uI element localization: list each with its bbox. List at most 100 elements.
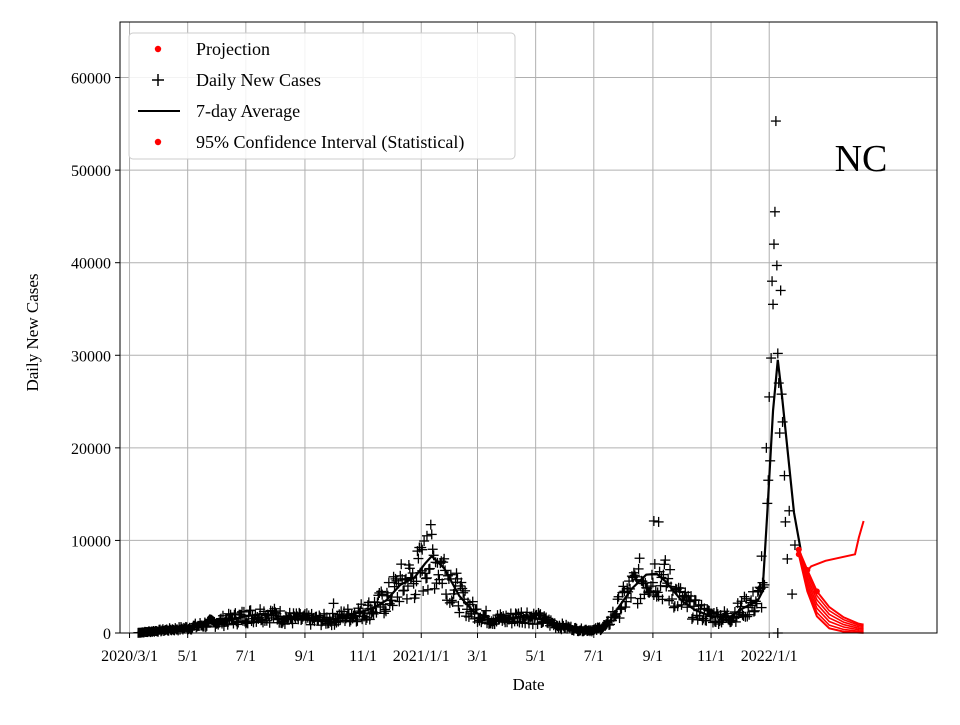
daily-case-marker: [775, 285, 786, 296]
x-tick-label: 11/1: [697, 648, 725, 665]
daily-case-marker: [766, 353, 777, 364]
daily-case-marker: [649, 558, 660, 569]
daily-case-marker: [439, 553, 450, 564]
daily-case-marker: [774, 428, 785, 439]
daily-case-marker: [481, 605, 492, 616]
daily-case-marker: [416, 542, 427, 553]
daily-case-marker: [648, 515, 659, 526]
x-tick-label: 9/1: [295, 648, 315, 665]
ticks: 0 10000 20000 30000 40000 50000 60000 2020/3/1 5…: [71, 71, 798, 665]
x-tick-label: 7/1: [236, 648, 256, 665]
daily-case-marker: [383, 577, 394, 588]
daily-case-marker: [394, 596, 405, 607]
legend-label: Projection: [196, 39, 270, 59]
daily-case-marker: [780, 516, 791, 527]
daily-case-marker: [660, 555, 671, 566]
daily-case-marker: [533, 607, 544, 618]
daily-case-marker: [730, 616, 741, 627]
ci-trace: [797, 552, 864, 632]
y-tick-label: 30000: [71, 348, 111, 365]
daily-case-marker: [371, 607, 382, 618]
daily-case-marker: [411, 576, 422, 587]
daily-case-marker: [456, 577, 467, 588]
y-tick-label: 40000: [71, 256, 111, 273]
daily-case-marker: [422, 584, 433, 595]
daily-case-marker: [675, 583, 686, 594]
y-axis-label: Daily New Cases: [23, 273, 42, 391]
daily-case-marker: [748, 606, 759, 617]
daily-case-marker: [433, 569, 444, 580]
daily-case-marker: [233, 617, 244, 628]
daily-case-marker: [391, 575, 402, 586]
daily-case-marker: [653, 516, 664, 527]
daily-case-marker: [625, 592, 636, 603]
daily-case-marker: [419, 536, 430, 547]
legend-label: 95% Confidence Interval (Statistical): [196, 132, 464, 153]
daily-case-marker: [421, 572, 432, 583]
ci-dot: [795, 546, 802, 553]
legend-box: [128, 32, 516, 160]
x-tick-label: 3/1: [467, 648, 487, 665]
daily-case-marker: [771, 260, 782, 271]
legend-label: 7-day Average: [196, 101, 300, 121]
daily-case-marker: [756, 602, 767, 613]
daily-case-marker: [386, 595, 397, 606]
daily-case-marker: [657, 594, 668, 605]
daily-case-marker: [633, 563, 644, 574]
daily-case-marker: [467, 596, 478, 607]
daily-case-marker: [620, 602, 631, 613]
daily-case-marker: [275, 605, 286, 616]
daily-case-marker: [222, 619, 233, 630]
y-tick-label: 50000: [71, 163, 111, 180]
x-axis-label: Date: [512, 675, 544, 694]
daily-case-marker: [342, 604, 353, 615]
daily-case-marker: [458, 587, 469, 598]
daily-case-marker: [769, 206, 780, 217]
x-tick-label: 5/1: [525, 648, 545, 665]
y-tick-label: 10000: [71, 533, 111, 550]
daily-case-marker: [612, 594, 623, 605]
daily-case-marker: [761, 442, 772, 453]
daily-case-marker: [770, 116, 781, 127]
x-tick-label: 11/1: [349, 648, 377, 665]
daily-case-marker: [328, 598, 339, 609]
legend-entry: Daily New Cases: [152, 70, 321, 90]
legend: Projection Daily New Cases 7-day Average 95…: [128, 32, 516, 160]
daily-case-marker: [617, 587, 628, 598]
ci-trace: [797, 553, 864, 633]
projection-dot: [795, 551, 802, 558]
daily-case-marker: [702, 604, 713, 615]
daily-case-marker: [413, 553, 424, 564]
x-tick-label: 9/1: [643, 648, 663, 665]
daily-case-marker: [764, 391, 775, 402]
daily-case-marker: [447, 597, 458, 608]
daily-case-marker: [356, 599, 367, 610]
daily-case-marker: [663, 573, 674, 584]
daily-case-marker: [652, 587, 663, 598]
daily-case-marker: [787, 589, 798, 600]
daily-case-marker: [380, 604, 391, 615]
daily-case-marker: [767, 276, 778, 287]
daily-case-marker: [421, 530, 432, 541]
daily-case-marker: [454, 607, 465, 618]
projection-line: [797, 520, 865, 575]
daily-case-marker: [352, 615, 363, 626]
daily-case-marker: [245, 605, 256, 616]
daily-case-marker: [460, 585, 471, 596]
daily-case-marker: [451, 568, 462, 579]
projection-dot: [802, 569, 809, 576]
daily-case-marker: [201, 620, 212, 631]
daily-case-marker: [690, 595, 701, 606]
daily-case-marker: [380, 606, 391, 617]
daily-case-marker: [424, 563, 435, 574]
daily-case-marker: [782, 553, 793, 564]
daily-case-marker: [446, 595, 457, 606]
daily-case-marker: [426, 529, 437, 540]
daily-case-marker: [749, 605, 760, 616]
daily-case-marker: [742, 611, 753, 622]
x-tick-label: 2021/1/1: [393, 648, 450, 665]
y-tick-label: 0: [103, 626, 111, 643]
daily-case-marker: [401, 593, 412, 604]
daily-case-marker: [614, 613, 625, 624]
